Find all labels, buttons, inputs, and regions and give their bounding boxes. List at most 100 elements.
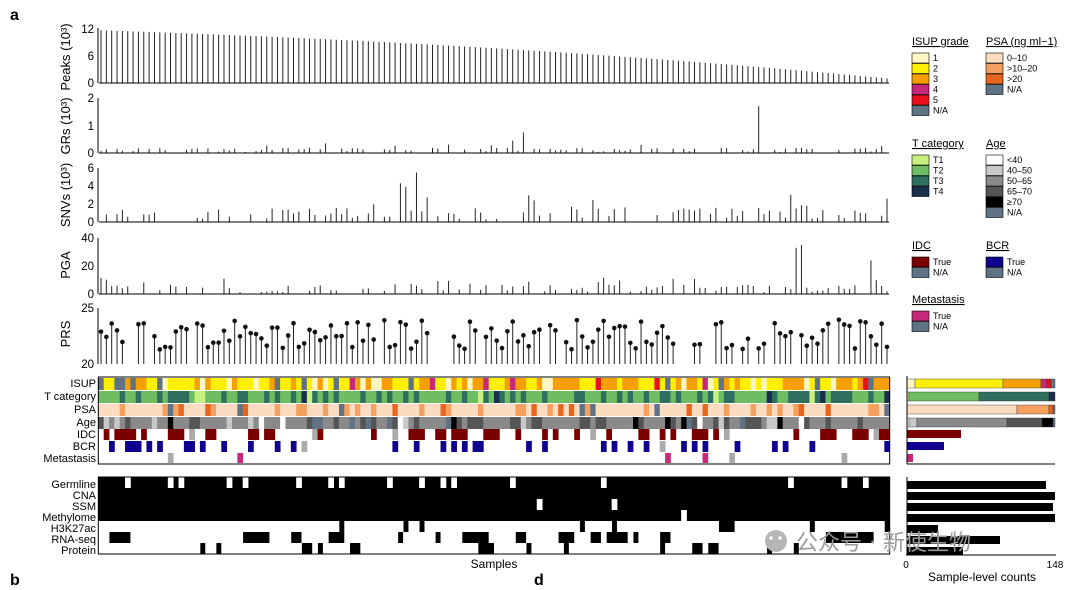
heat-cell-psa [600, 404, 607, 416]
heat-cell-age [237, 417, 244, 429]
datatype-gap [189, 532, 195, 543]
ytick-peaks-12: 12 [81, 24, 94, 36]
heat-cell-idc [125, 429, 131, 440]
ytick-pga-0: 0 [88, 289, 94, 301]
heat-row-met [167, 453, 848, 463]
datatype-gap [141, 543, 147, 554]
heat-cell-isup [205, 378, 212, 390]
heat-cell-age [269, 417, 276, 429]
datatype-gap [221, 532, 228, 543]
heat-cell-tcat [686, 391, 693, 403]
heat-cell-tcat [371, 391, 377, 403]
datatype-gap [258, 521, 265, 532]
sidebar-count-cna [907, 492, 1055, 500]
heat-cell-psa [702, 404, 709, 416]
datatype-gap [392, 543, 399, 554]
datatype-gap [643, 521, 650, 532]
legend-label-age: ≥70 [1007, 197, 1022, 207]
datatype-gap [809, 532, 816, 543]
prs-point [301, 341, 307, 346]
datatype-gap [344, 521, 351, 532]
prs-point [424, 330, 430, 336]
datatype-gap [568, 521, 575, 532]
heat-cell-isup [360, 378, 367, 390]
datatype-gap [290, 543, 297, 554]
heat-cell-psa [531, 404, 538, 416]
prs-point [537, 327, 542, 333]
heat-cell-age [841, 417, 848, 429]
prs-point [670, 341, 676, 347]
heat-cell-tcat [798, 391, 805, 403]
datatype-gap [675, 543, 682, 554]
heat-cell-age [338, 417, 345, 429]
datatype-gap [670, 532, 677, 543]
prs-point [216, 340, 221, 345]
heat-cell-idc [456, 429, 463, 440]
datatype-gap [232, 532, 238, 543]
heat-cell-psa [360, 404, 367, 416]
datatype-gap [862, 543, 869, 554]
datatype-gap [515, 521, 522, 532]
heat-cell-age [579, 417, 586, 429]
prs-point [392, 342, 398, 348]
heat-cell-isup [114, 378, 121, 390]
datatype-gap [328, 477, 334, 488]
heat-cell-age [365, 417, 372, 429]
heat-cell-isup [408, 378, 415, 390]
heat-cell-tcat [103, 391, 110, 403]
heat-cell-isup [344, 378, 351, 390]
datatype-gap [162, 532, 169, 543]
row-label-isup: ISUP [70, 378, 96, 390]
heat-cell-isup [878, 378, 885, 390]
datatype-gap [670, 543, 677, 554]
heat-cell-bcr [183, 441, 190, 452]
datatype-gap [488, 521, 495, 532]
datatype-gap [419, 532, 425, 543]
datatype-gap [178, 532, 185, 543]
prs-point [644, 339, 649, 345]
heat-cell-age [274, 417, 281, 429]
datatype-gap [761, 543, 768, 554]
legend-swatch-age [985, 207, 1004, 218]
datatype-gap [285, 532, 292, 543]
heat-cell-tcat [130, 391, 137, 403]
heat-cell-age [248, 417, 254, 429]
datatype-gap [638, 532, 645, 543]
heat-cell-tcat [729, 391, 736, 403]
datatype-gap [322, 543, 329, 554]
datatype-gap [130, 543, 137, 554]
heat-cell-tcat [269, 391, 276, 403]
heat-cell-tcat [499, 391, 506, 403]
heat-cell-psa [237, 404, 244, 416]
prs-point [259, 336, 264, 341]
heat-cell-age [440, 417, 447, 429]
heat-cell-isup [649, 378, 655, 390]
prs-point [141, 321, 147, 326]
heat-cell-psa [584, 404, 591, 416]
prs-point [499, 345, 505, 351]
datatype-gap [515, 543, 522, 554]
heat-cell-isup [483, 378, 490, 390]
legend-swatch-age [985, 186, 1004, 197]
datatype-gap [814, 543, 821, 554]
heat-cell-psa [290, 404, 297, 416]
heat-cell-age [194, 417, 201, 429]
datatype-gap [397, 521, 404, 532]
heat-cell-idc [440, 429, 447, 440]
heat-cell-tcat [338, 391, 345, 403]
sidebar-stack-seg-0 [914, 378, 1004, 389]
heat-cell-bcr [189, 441, 195, 452]
datatype-gap [579, 543, 586, 554]
datatype-gap [846, 521, 853, 532]
heat-cell-tcat [611, 391, 618, 403]
datatype-gap [804, 521, 810, 532]
datatype-gap [798, 532, 805, 543]
heat-cell-tcat [114, 391, 121, 403]
heat-cell-age [429, 417, 436, 429]
heat-cell-age [536, 417, 543, 429]
heat-cell-tcat [135, 391, 142, 403]
heat-cell-isup [611, 378, 618, 390]
datatype-gap [798, 543, 805, 554]
datatype-gap [873, 521, 880, 532]
heat-row-isup [98, 378, 891, 390]
